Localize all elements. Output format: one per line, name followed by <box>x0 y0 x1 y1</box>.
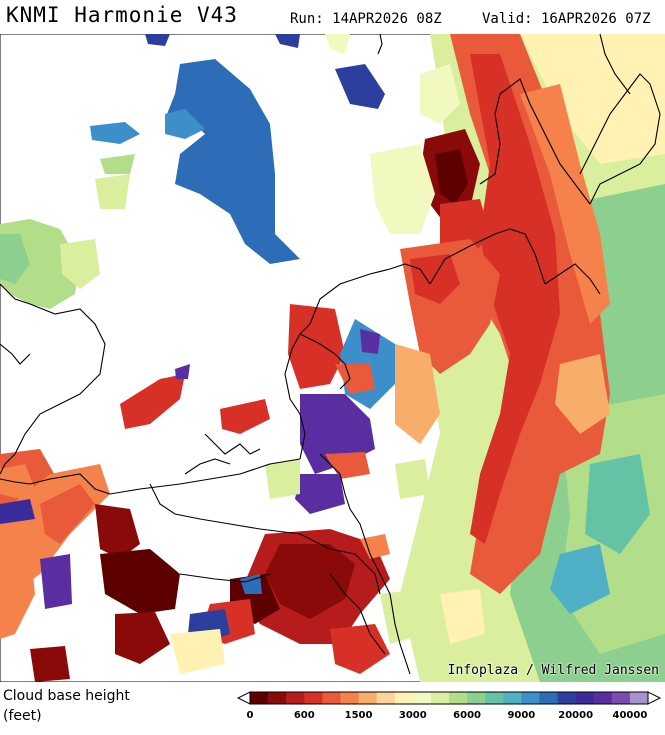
model-title: KNMI Harmonie V43 <box>6 3 238 27</box>
colorbar-cell <box>430 692 450 704</box>
valid-time: Valid: 16APR2026 07Z <box>482 11 651 27</box>
colorbar-tick-label: 3000 <box>399 710 427 721</box>
legend-title: Cloud base height (feet) <box>3 688 130 724</box>
colorbar-tick-label: 6000 <box>453 710 481 721</box>
colorbar-cell <box>521 692 540 704</box>
colorbar-cell <box>467 692 486 704</box>
cloud-base-map <box>0 34 665 682</box>
run-time: Run: 14APR2026 08Z <box>290 11 442 27</box>
colorbar-left-arrow <box>236 691 251 705</box>
colorbar-labels: 0 600 1500 3000 6000 9000 20000 40000 <box>247 710 648 721</box>
colorbar-cell <box>611 692 631 704</box>
colorbar-tick-label: 0 <box>247 710 254 721</box>
colorbar-cell <box>629 692 649 704</box>
colorbar-tick-label: 40000 <box>613 710 648 721</box>
colorbar: 0 600 1500 3000 6000 9000 20000 40000 <box>236 691 662 721</box>
colorbar-cell <box>394 692 414 704</box>
colorbar-tick-label: 9000 <box>507 710 535 721</box>
colorbar-cell <box>557 692 576 704</box>
colorbar-cell <box>340 692 359 704</box>
colorbar-cell <box>503 692 522 704</box>
colorbar-cell <box>412 692 432 704</box>
colorbar-cell <box>376 692 396 704</box>
colorbar-cell <box>575 692 595 704</box>
colorbar-cell <box>322 692 341 704</box>
colorbar-tick-label: 600 <box>294 710 315 721</box>
colorbar-cell <box>593 692 613 704</box>
colorbar-right-arrow <box>647 691 662 705</box>
colorbar-cell <box>304 692 323 704</box>
colorbar-cell <box>286 692 305 704</box>
credit-label: Infoplaza / Wilfred Janssen <box>447 663 659 678</box>
colorbar-tick-label: 20000 <box>558 710 593 721</box>
legend-footer: Cloud base height (feet) 0 600 1500 3000 600… <box>0 683 665 735</box>
colorbar-cell <box>449 692 468 704</box>
colorbar-cell <box>268 692 287 704</box>
header: KNMI Harmonie V43 Run: 14APR2026 08Z Val… <box>0 0 665 34</box>
colorbar-cells <box>236 691 662 705</box>
colorbar-cell <box>539 692 558 704</box>
colorbar-cell <box>358 692 377 704</box>
colorbar-cell <box>250 692 269 704</box>
colorbar-cell <box>485 692 504 704</box>
colorbar-tick-label: 1500 <box>345 710 373 721</box>
